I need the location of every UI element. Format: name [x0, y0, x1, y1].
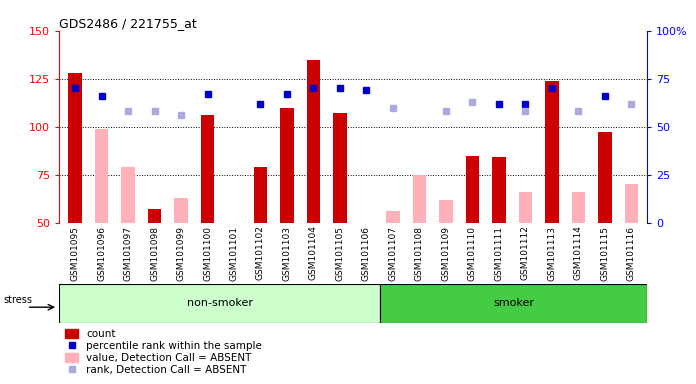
Bar	[59, 284, 380, 323]
Bar	[95, 129, 108, 223]
Text: GSM101106: GSM101106	[362, 225, 371, 281]
Bar	[201, 115, 214, 223]
Text: non-smoker: non-smoker	[187, 298, 253, 308]
Text: GSM101104: GSM101104	[309, 225, 318, 280]
Text: GSM101111: GSM101111	[494, 225, 503, 281]
Text: GSM101109: GSM101109	[441, 225, 450, 281]
Text: GDS2486 / 221755_at: GDS2486 / 221755_at	[59, 17, 197, 30]
Text: GSM101112: GSM101112	[521, 225, 530, 280]
Text: GSM101114: GSM101114	[574, 225, 583, 280]
Bar	[280, 108, 294, 223]
Text: GSM101098: GSM101098	[150, 225, 159, 281]
Text: GSM101110: GSM101110	[468, 225, 477, 281]
Text: GSM101108: GSM101108	[415, 225, 424, 281]
Bar	[439, 200, 452, 223]
Bar	[68, 73, 81, 223]
Text: smoker: smoker	[493, 298, 534, 308]
Bar	[333, 113, 347, 223]
Text: GSM101099: GSM101099	[177, 225, 186, 281]
Bar	[492, 157, 505, 223]
Bar	[572, 192, 585, 223]
Text: stress: stress	[3, 295, 32, 305]
Bar	[121, 167, 134, 223]
Bar	[413, 175, 426, 223]
Bar	[466, 156, 479, 223]
Bar	[519, 192, 532, 223]
Text: GSM101115: GSM101115	[601, 225, 610, 281]
Text: GSM101116: GSM101116	[627, 225, 636, 281]
Text: GSM101105: GSM101105	[335, 225, 345, 281]
Text: GSM101102: GSM101102	[256, 225, 265, 280]
Text: GSM101107: GSM101107	[388, 225, 397, 281]
Bar	[148, 209, 161, 223]
Text: GSM101097: GSM101097	[123, 225, 132, 281]
Text: GSM101100: GSM101100	[203, 225, 212, 281]
Text: GSM101095: GSM101095	[70, 225, 79, 281]
Bar	[307, 60, 320, 223]
Text: GSM101096: GSM101096	[97, 225, 106, 281]
Text: GSM101103: GSM101103	[283, 225, 292, 281]
Bar	[545, 81, 558, 223]
Bar	[386, 211, 400, 223]
Legend: count, percentile rank within the sample, value, Detection Call = ABSENT, rank, : count, percentile rank within the sample…	[64, 328, 263, 376]
Text: GSM101113: GSM101113	[548, 225, 556, 281]
Bar	[175, 198, 188, 223]
Bar	[625, 184, 638, 223]
Bar	[599, 132, 612, 223]
Bar	[254, 167, 267, 223]
Bar	[380, 284, 647, 323]
Text: GSM101101: GSM101101	[230, 225, 239, 281]
